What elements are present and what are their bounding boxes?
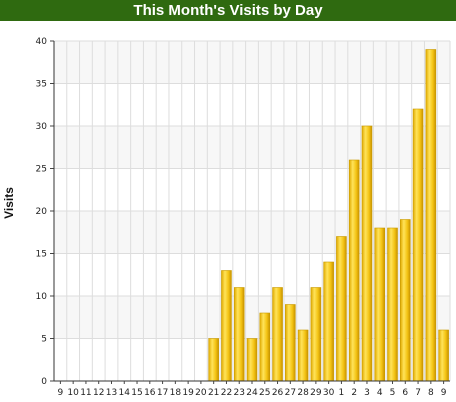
x-tick-label: 27 <box>285 388 296 398</box>
x-tick-label: 20 <box>195 388 207 398</box>
bar-4 <box>374 227 386 382</box>
x-tick-label: 6 <box>402 388 408 398</box>
bar-23 <box>233 287 245 382</box>
x-tick-label: 4 <box>377 388 383 398</box>
y-tick-label: 5 <box>41 335 47 345</box>
bar-27 <box>285 304 296 382</box>
x-tick-label: 23 <box>233 388 244 398</box>
bar-6 <box>400 219 411 382</box>
x-tick-label: 26 <box>272 388 284 398</box>
bar-28 <box>297 329 309 382</box>
bar-9 <box>438 329 449 382</box>
bar-8 <box>425 49 437 382</box>
y-tick-label: 40 <box>36 37 48 47</box>
x-tick-label: 3 <box>364 388 370 398</box>
bar-2 <box>348 159 360 382</box>
x-tick-label: 28 <box>297 388 309 398</box>
x-tick-label: 25 <box>259 388 270 398</box>
x-tick-label: 1 <box>339 388 345 398</box>
bar-3 <box>361 125 373 382</box>
x-tick-label: 30 <box>323 388 335 398</box>
bar-30 <box>323 261 334 382</box>
bar-5 <box>387 227 398 382</box>
x-tick-label: 18 <box>170 388 182 398</box>
y-tick-label: 10 <box>36 292 48 302</box>
chart-title: This Month's Visits by Day <box>0 0 456 21</box>
bar-22 <box>221 270 232 382</box>
x-tick-label: 11 <box>80 388 91 398</box>
bar-7 <box>412 108 424 382</box>
y-tick-label: 35 <box>36 80 47 90</box>
y-axis-label: Visits <box>2 187 16 219</box>
x-tick-label: 9 <box>441 388 447 398</box>
x-tick-label: 21 <box>208 388 219 398</box>
x-tick-label: 2 <box>351 388 357 398</box>
x-tick-label: 17 <box>157 388 168 398</box>
bar-1 <box>336 236 347 382</box>
x-tick-label: 14 <box>119 388 131 398</box>
grid-band <box>54 41 450 84</box>
bar-21 <box>208 338 219 382</box>
bar-26 <box>272 287 283 382</box>
y-tick-label: 0 <box>41 377 47 387</box>
bar-29 <box>310 287 322 382</box>
x-tick-label: 24 <box>246 388 258 398</box>
x-tick-label: 29 <box>310 388 322 398</box>
y-tick-label: 25 <box>36 165 47 175</box>
x-tick-label: 10 <box>67 388 79 398</box>
x-tick-label: 8 <box>428 388 434 398</box>
y-tick-label: 20 <box>36 207 48 217</box>
grid-band <box>54 126 450 169</box>
x-tick-label: 19 <box>182 388 194 398</box>
bar-24 <box>246 338 258 382</box>
x-tick-label: 9 <box>58 388 64 398</box>
x-tick-label: 13 <box>106 388 117 398</box>
x-tick-label: 5 <box>390 388 396 398</box>
bar-25 <box>259 312 271 382</box>
y-tick-label: 30 <box>36 122 48 132</box>
x-tick-label: 22 <box>221 388 232 398</box>
x-tick-label: 15 <box>131 388 142 398</box>
y-tick-label: 15 <box>36 250 47 260</box>
x-tick-label: 16 <box>144 388 156 398</box>
x-tick-label: 12 <box>93 388 104 398</box>
x-tick-label: 7 <box>415 388 421 398</box>
